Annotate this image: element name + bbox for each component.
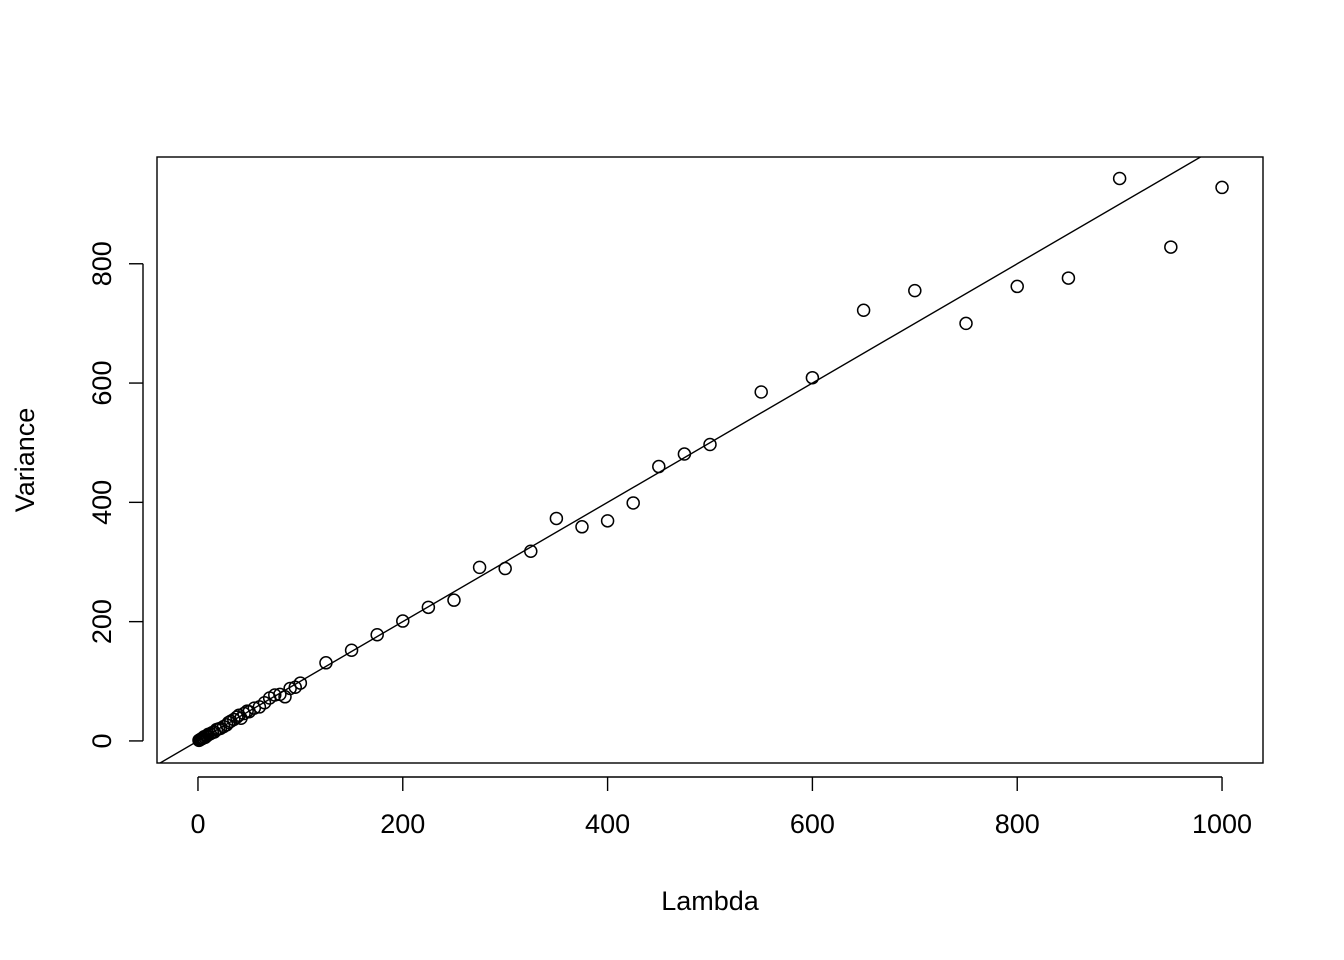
x-axis: 0 200 400 600 800 1000 (190, 776, 1252, 839)
reference-line (158, 157, 1202, 763)
data-point (703, 437, 717, 452)
data-point (1010, 279, 1024, 294)
x-tick-label: 200 (380, 809, 425, 839)
data-point (959, 316, 973, 331)
x-tick-label: 600 (790, 809, 835, 839)
y-tick-label: 800 (87, 241, 117, 286)
data-point (293, 676, 308, 690)
data-point (524, 544, 538, 559)
data-point (908, 283, 922, 298)
data-point (677, 447, 692, 461)
data-point (319, 656, 333, 670)
data-point (498, 561, 512, 576)
data-point (805, 370, 820, 385)
data-point (600, 514, 615, 528)
y-tick-label: 200 (87, 599, 117, 644)
data-point (575, 520, 589, 534)
data-point (1164, 240, 1178, 254)
y-axis-title: Variance (10, 408, 40, 513)
x-tick-label: 800 (995, 809, 1040, 839)
data-point (268, 688, 282, 702)
data-point (626, 496, 640, 510)
data-point (549, 511, 564, 526)
data-point (344, 643, 359, 658)
data-point (370, 628, 384, 642)
plot-frame (156, 156, 1264, 764)
y-tick-label: 400 (87, 480, 117, 525)
data-point (754, 385, 768, 399)
data-point (1112, 171, 1127, 186)
y-tick-label: 0 (87, 733, 117, 748)
x-tick-label: 0 (190, 809, 205, 839)
x-tick-label: 400 (585, 809, 630, 839)
data-point (652, 459, 666, 474)
data-point (421, 600, 436, 615)
y-tick-label: 600 (87, 361, 117, 406)
data-point (472, 560, 487, 575)
data-point (447, 593, 461, 607)
data-point (1061, 271, 1076, 285)
data-point (396, 614, 410, 628)
x-tick-label: 1000 (1192, 809, 1252, 839)
x-axis-title: Lambda (661, 886, 760, 916)
y-axis: 0 200 400 600 800 (87, 241, 144, 748)
data-point (856, 303, 871, 318)
data-point (247, 701, 262, 715)
data-point (1215, 180, 1229, 195)
data-point (283, 681, 297, 696)
